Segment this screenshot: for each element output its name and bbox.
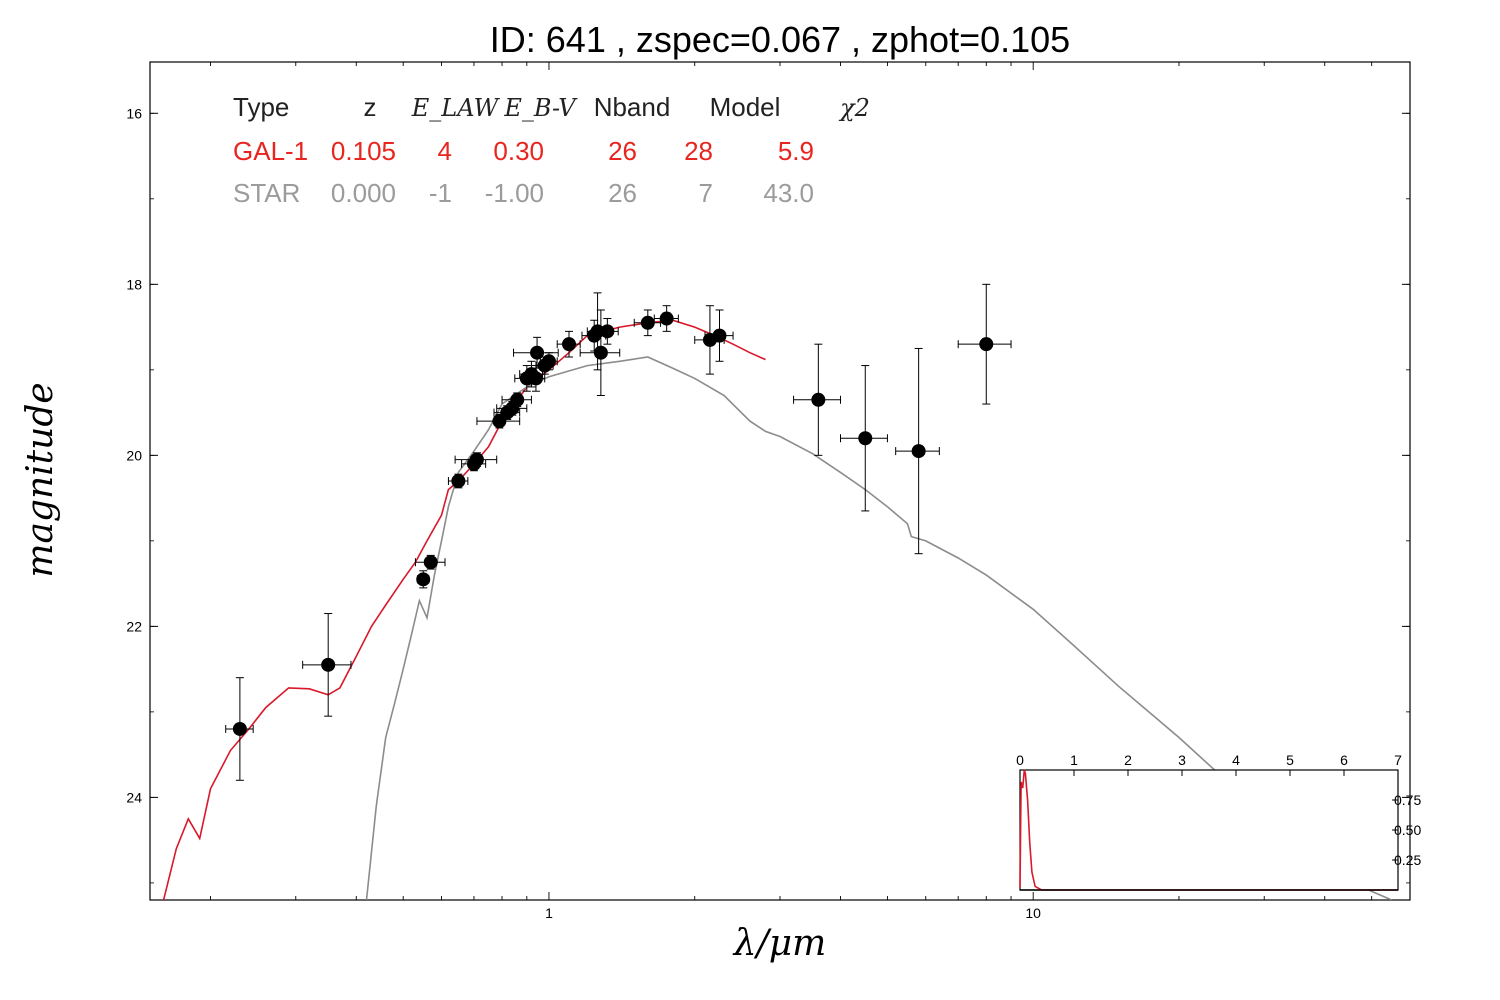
- data-marker: [321, 657, 336, 672]
- table-cell-1-elaw: -1: [429, 178, 452, 208]
- data-point-28: [895, 347, 940, 555]
- data-marker: [659, 311, 674, 326]
- model-curve-0: [162, 319, 766, 900]
- table-cell-1-z: 0.000: [331, 178, 396, 208]
- inset-x-tick-label-3: 3: [1178, 752, 1186, 768]
- data-point-0: [225, 677, 254, 781]
- table-cell-0-z: 0.105: [331, 136, 396, 166]
- table-cell-0-type: GAL-1: [233, 136, 308, 166]
- data-marker: [911, 444, 926, 459]
- data-marker: [528, 371, 543, 386]
- data-point-4: [447, 473, 469, 489]
- table-cell-0-nband: 26: [608, 136, 637, 166]
- table-cell-0-chi2: 5.9: [778, 136, 814, 166]
- x-axis-ticks: 1 10: [210, 62, 1411, 921]
- data-point-23: [653, 305, 679, 332]
- table-header-0: Type: [233, 92, 289, 122]
- data-point-16: [539, 352, 558, 371]
- data-point-17: [556, 330, 581, 358]
- inset-y-tick-label-2: 0.75: [1394, 792, 1421, 808]
- inset-x-tick-label-5: 5: [1286, 752, 1294, 768]
- fit-table: Type z E_LAW E_B-V Nband Model χ2 GAL-1 0.105 4 0.…: [233, 92, 870, 208]
- y-tick-label-2: 20: [126, 447, 142, 463]
- inset-x-tick-label-4: 4: [1232, 752, 1240, 768]
- data-point-26: [793, 343, 841, 456]
- inset-x-tick-label-7: 7: [1394, 752, 1402, 768]
- data-marker: [232, 721, 247, 736]
- inset-x-tick-label-2: 2: [1124, 752, 1132, 768]
- data-point-21: [595, 318, 619, 345]
- table-header-5: Model: [710, 92, 781, 122]
- y-tick-label-4: 24: [126, 789, 142, 805]
- data-marker: [530, 345, 545, 360]
- data-point-2: [416, 570, 431, 589]
- inset-x-tick-label-0: 0: [1016, 752, 1024, 768]
- data-marker: [469, 452, 484, 467]
- table-cell-1-type: STAR: [233, 178, 300, 208]
- data-marker: [858, 431, 873, 446]
- data-marker: [712, 328, 727, 343]
- y-tick-label-3: 22: [126, 618, 142, 634]
- y-axis-label: magnitude: [20, 382, 61, 577]
- inset-ticks: 0 1 2 3 4 5 6 7 0.25 0.50 0.75: [1016, 752, 1421, 868]
- data-point-14: [513, 336, 559, 369]
- table-cell-0-elaw: 4: [438, 136, 452, 166]
- model-curve-1: [365, 356, 1393, 900]
- y-tick-label-1: 18: [126, 276, 142, 292]
- data-point-25: [704, 309, 734, 362]
- inset-x-tick-label-6: 6: [1340, 752, 1348, 768]
- data-marker: [593, 345, 608, 360]
- x-axis-label: λ/μm: [732, 923, 826, 964]
- table-cell-1-nband: 26: [608, 178, 637, 208]
- inset-y-tick-label-1: 0.50: [1394, 822, 1421, 838]
- data-marker: [510, 392, 525, 407]
- inset-curve-0: [1019, 769, 1398, 891]
- data-marker: [451, 474, 466, 488]
- table-cell-0-model: 28: [684, 136, 713, 166]
- data-marker: [600, 324, 615, 339]
- table-cell-1-model: 7: [699, 178, 713, 208]
- data-point-1: [302, 613, 352, 717]
- data-marker: [979, 337, 994, 352]
- table-header-6: χ2: [838, 94, 870, 122]
- x-tick-label-1: 10: [1025, 905, 1041, 921]
- data-marker: [541, 354, 556, 369]
- data-point-22: [633, 309, 662, 337]
- table-cell-0-ebv: 0.30: [493, 136, 544, 166]
- y-tick-label-0: 16: [126, 105, 142, 121]
- data-point-6: [454, 452, 498, 467]
- table-header-1: z: [364, 92, 377, 122]
- data-marker: [416, 572, 431, 587]
- data-point-29: [957, 283, 1012, 405]
- inset-frame: [1019, 769, 1399, 891]
- data-point-27: [839, 365, 888, 512]
- table-header-4: Nband: [594, 92, 671, 122]
- data-point-3: [414, 554, 446, 570]
- data-marker: [423, 555, 438, 570]
- inset-series: [1019, 769, 1398, 891]
- data-marker: [640, 315, 655, 330]
- table-cell-1-ebv: -1.00: [485, 178, 544, 208]
- chart-title: ID: 641 , zspec=0.067 , zphot=0.105: [490, 19, 1070, 60]
- table-header-2: E_LAW: [411, 94, 501, 122]
- table-header-3: E_B-V: [503, 94, 578, 122]
- data-points-layer: [225, 283, 1012, 781]
- inset-pdf-plot: 0 1 2 3 4 5 6 7 0.25 0.50 0.75: [1016, 752, 1421, 891]
- inset-x-tick-label-1: 1: [1070, 752, 1078, 768]
- data-point-10: [501, 392, 532, 408]
- data-marker: [811, 392, 826, 407]
- data-marker: [562, 337, 577, 352]
- table-cell-1-chi2: 43.0: [763, 178, 814, 208]
- x-tick-label-0: 1: [545, 905, 553, 921]
- inset-y-tick-label-0: 0.25: [1394, 852, 1421, 868]
- data-point-20: [579, 309, 621, 396]
- data-point-7: [476, 413, 521, 429]
